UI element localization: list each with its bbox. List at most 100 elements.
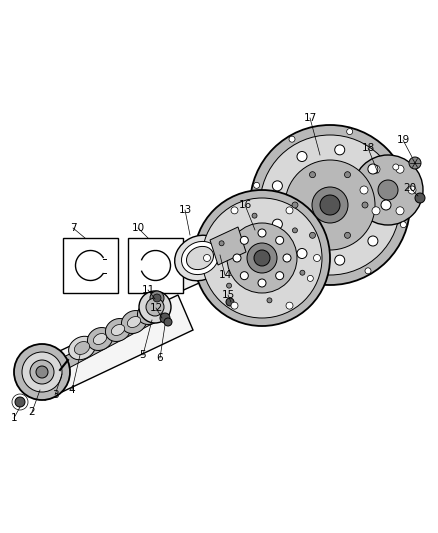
Ellipse shape: [181, 241, 219, 274]
Circle shape: [233, 254, 241, 262]
Circle shape: [272, 181, 283, 191]
Circle shape: [310, 172, 315, 177]
Ellipse shape: [138, 302, 162, 325]
Circle shape: [400, 222, 406, 228]
Circle shape: [335, 255, 345, 265]
Circle shape: [194, 190, 330, 326]
Circle shape: [285, 160, 375, 250]
Text: 1: 1: [11, 413, 18, 423]
Text: 14: 14: [219, 270, 232, 280]
Ellipse shape: [69, 336, 95, 360]
Circle shape: [14, 344, 70, 400]
Ellipse shape: [93, 334, 106, 344]
Circle shape: [415, 193, 425, 203]
Circle shape: [254, 182, 260, 188]
Circle shape: [353, 155, 423, 225]
Circle shape: [360, 186, 368, 194]
Circle shape: [231, 302, 238, 309]
Circle shape: [293, 228, 297, 233]
Text: 4: 4: [69, 385, 75, 395]
Text: 7: 7: [70, 223, 76, 233]
Circle shape: [22, 352, 62, 392]
Text: 6: 6: [157, 353, 163, 363]
Circle shape: [247, 243, 277, 273]
Circle shape: [204, 254, 211, 262]
Ellipse shape: [111, 325, 125, 335]
Circle shape: [272, 219, 283, 229]
Circle shape: [396, 207, 404, 215]
Circle shape: [276, 272, 284, 280]
Circle shape: [261, 240, 267, 246]
Circle shape: [320, 195, 340, 215]
Circle shape: [30, 360, 54, 384]
Ellipse shape: [143, 308, 157, 319]
Circle shape: [260, 135, 400, 275]
Text: 5: 5: [140, 350, 146, 360]
Circle shape: [231, 207, 238, 214]
Circle shape: [276, 236, 284, 244]
Text: 20: 20: [403, 183, 417, 193]
Circle shape: [258, 279, 266, 287]
Circle shape: [227, 223, 297, 293]
Ellipse shape: [121, 311, 147, 334]
Circle shape: [267, 298, 272, 303]
Circle shape: [409, 157, 421, 169]
Circle shape: [378, 180, 398, 200]
Circle shape: [254, 250, 270, 266]
Circle shape: [408, 186, 416, 194]
Circle shape: [36, 366, 48, 378]
Text: 18: 18: [361, 143, 374, 153]
Circle shape: [153, 294, 161, 302]
Circle shape: [240, 272, 248, 280]
Circle shape: [292, 202, 298, 208]
Polygon shape: [30, 295, 193, 400]
Circle shape: [240, 236, 248, 244]
Text: 3: 3: [52, 390, 58, 400]
Circle shape: [372, 165, 380, 173]
Ellipse shape: [175, 235, 225, 281]
Bar: [128, 238, 183, 293]
Circle shape: [160, 313, 170, 323]
Circle shape: [289, 136, 295, 142]
Text: 17: 17: [304, 113, 317, 123]
Text: 15: 15: [221, 290, 235, 300]
Circle shape: [307, 276, 313, 281]
Circle shape: [226, 298, 234, 306]
Circle shape: [393, 164, 399, 170]
Circle shape: [335, 145, 345, 155]
Circle shape: [365, 268, 371, 274]
Circle shape: [368, 164, 378, 174]
Circle shape: [15, 397, 25, 407]
Circle shape: [346, 128, 353, 135]
Circle shape: [396, 165, 404, 173]
Circle shape: [250, 125, 410, 285]
Polygon shape: [162, 222, 250, 293]
Circle shape: [310, 232, 315, 238]
Bar: [63, 238, 118, 293]
Circle shape: [314, 254, 321, 262]
Circle shape: [297, 151, 307, 161]
Text: 19: 19: [396, 135, 410, 145]
Ellipse shape: [106, 319, 131, 342]
Polygon shape: [62, 307, 163, 369]
Circle shape: [219, 241, 224, 246]
Text: 16: 16: [238, 200, 251, 210]
Polygon shape: [210, 227, 246, 265]
Circle shape: [150, 291, 164, 305]
Circle shape: [226, 283, 232, 288]
Circle shape: [297, 248, 307, 259]
Ellipse shape: [74, 342, 90, 354]
Circle shape: [286, 207, 293, 214]
Circle shape: [164, 318, 172, 326]
Text: 13: 13: [178, 205, 192, 215]
Text: 2: 2: [28, 407, 35, 417]
Circle shape: [345, 232, 350, 238]
Circle shape: [345, 172, 350, 177]
Circle shape: [362, 202, 368, 208]
Text: 10: 10: [131, 223, 145, 233]
Circle shape: [381, 200, 391, 210]
Circle shape: [252, 213, 257, 218]
Circle shape: [258, 229, 266, 237]
Ellipse shape: [127, 317, 141, 327]
Circle shape: [286, 302, 293, 309]
